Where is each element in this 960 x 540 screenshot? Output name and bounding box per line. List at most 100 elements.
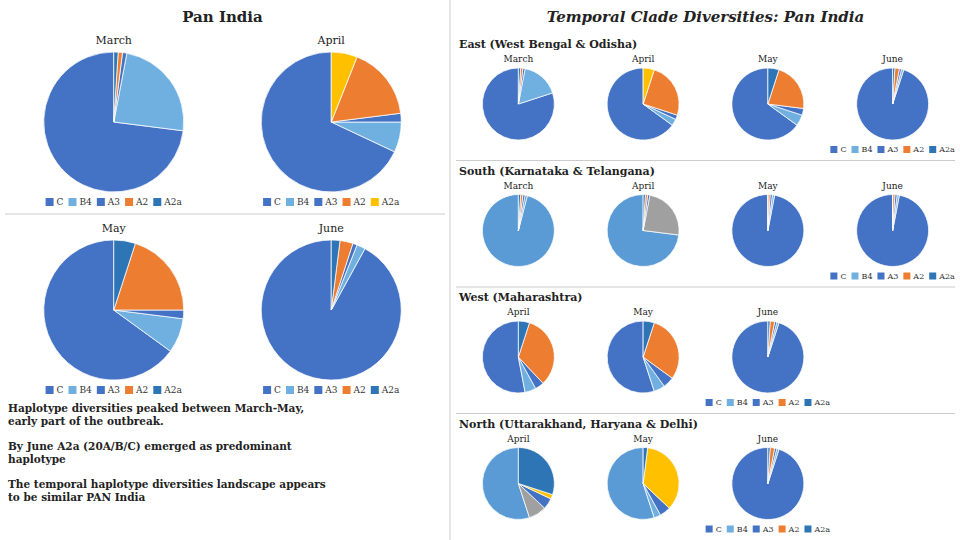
region-label: East (West Bengal & Odisha) xyxy=(459,38,637,51)
legend-label: A2a xyxy=(813,525,830,534)
legend-swatch xyxy=(68,386,76,394)
legend-label: C xyxy=(840,272,846,281)
annotation-line: early part of the outbreak. xyxy=(8,415,164,427)
pie: MarchCB4A3A2A2a xyxy=(44,34,184,207)
pie-title: June xyxy=(318,222,344,235)
legend-label: A2a xyxy=(813,398,830,407)
legend-swatch xyxy=(46,198,54,206)
divider xyxy=(5,214,445,215)
legend-label: C xyxy=(274,385,281,395)
slice xyxy=(893,195,900,231)
legend-label: A3 xyxy=(107,197,120,207)
slice xyxy=(518,195,523,231)
slice xyxy=(732,321,804,393)
legend-label: A2a xyxy=(938,145,955,154)
slice xyxy=(857,195,929,267)
divider xyxy=(456,413,955,414)
slice xyxy=(518,68,525,104)
pie-title: June xyxy=(757,434,779,444)
legend-label: A3 xyxy=(762,398,774,407)
legend-swatch xyxy=(706,526,713,533)
annotation-line: to be similar PAN India xyxy=(8,491,146,503)
legend-item: A3 xyxy=(877,145,898,154)
legend: CB4A3A2A2a xyxy=(46,197,183,207)
slice xyxy=(114,53,127,122)
pie-title: June xyxy=(757,307,779,317)
slice xyxy=(518,448,554,495)
background xyxy=(0,0,960,540)
pie-title: May xyxy=(633,307,654,317)
legend-label: B4 xyxy=(79,385,92,395)
pie: April xyxy=(482,307,554,393)
legend-swatch xyxy=(804,399,811,406)
legend-swatch xyxy=(314,386,322,394)
region-label: South (Karnataka & Telangana) xyxy=(459,165,655,178)
legend-swatch xyxy=(929,273,936,280)
legend-swatch xyxy=(68,198,76,206)
slice xyxy=(643,195,650,231)
legend: CB4A3A2A2a xyxy=(46,385,183,395)
pie-title: April xyxy=(506,434,529,444)
legend: CB4A3A2A2a xyxy=(830,145,955,154)
pie: JuneCB4A3A2A2a xyxy=(830,54,955,154)
slice xyxy=(518,195,525,231)
legend-label: A3 xyxy=(107,385,120,395)
region-label: West (Maharashtra) xyxy=(458,291,583,304)
legend-label: A2 xyxy=(135,385,148,395)
slice xyxy=(643,195,648,231)
legend-label: A2 xyxy=(912,145,924,154)
legend-swatch xyxy=(97,198,105,206)
legend-item: A3 xyxy=(753,398,774,407)
legend-label: A3 xyxy=(324,385,337,395)
legend-swatch xyxy=(286,386,294,394)
legend-label: A3 xyxy=(886,272,898,281)
legend-label: A2 xyxy=(788,525,800,534)
legend-item: A3 xyxy=(97,197,120,207)
pie-title: April xyxy=(317,34,346,47)
slice xyxy=(518,68,523,104)
slices xyxy=(261,240,401,380)
legend-swatch xyxy=(779,526,786,533)
legend-swatch xyxy=(852,146,859,153)
slice xyxy=(643,448,679,508)
legend-label: A2 xyxy=(135,197,148,207)
legend-item: C xyxy=(263,197,281,207)
panel-title: Pan India xyxy=(182,8,263,26)
slice xyxy=(331,52,357,122)
legend-item: A2 xyxy=(125,197,148,207)
legend-item: A2a xyxy=(153,385,182,395)
legend-swatch xyxy=(371,386,379,394)
slices xyxy=(482,448,554,520)
slice xyxy=(482,68,554,140)
legend-item: B4 xyxy=(852,145,873,154)
slices xyxy=(482,195,554,267)
legend-swatch xyxy=(263,386,271,394)
pie-title: May xyxy=(633,434,654,444)
legend-label: A3 xyxy=(324,197,337,207)
legend-label: A2 xyxy=(353,197,366,207)
region-label: North (Uttarakhand, Haryana & Delhi) xyxy=(459,418,698,431)
pie: JuneCB4A3A2A2a xyxy=(706,434,831,534)
legend: CB4A3A2A2a xyxy=(706,525,831,534)
legend-label: B4 xyxy=(862,272,873,281)
slices xyxy=(607,448,679,520)
legend-swatch xyxy=(97,386,105,394)
slice xyxy=(768,195,770,231)
legend-label: A2 xyxy=(788,398,800,407)
slice xyxy=(893,69,902,104)
legend-item: B4 xyxy=(727,525,748,534)
legend-label: B4 xyxy=(79,197,92,207)
slice xyxy=(518,321,529,357)
slice xyxy=(114,52,123,122)
slice xyxy=(732,448,804,520)
legend-swatch xyxy=(343,198,351,206)
slice xyxy=(893,68,895,104)
slices xyxy=(732,321,804,393)
legend-label: B4 xyxy=(297,197,310,207)
slice xyxy=(768,321,775,357)
slice xyxy=(518,195,527,230)
slice xyxy=(893,195,898,231)
legend-swatch xyxy=(877,146,884,153)
legend-item: C xyxy=(830,272,846,281)
legend-item: A2 xyxy=(779,525,800,534)
